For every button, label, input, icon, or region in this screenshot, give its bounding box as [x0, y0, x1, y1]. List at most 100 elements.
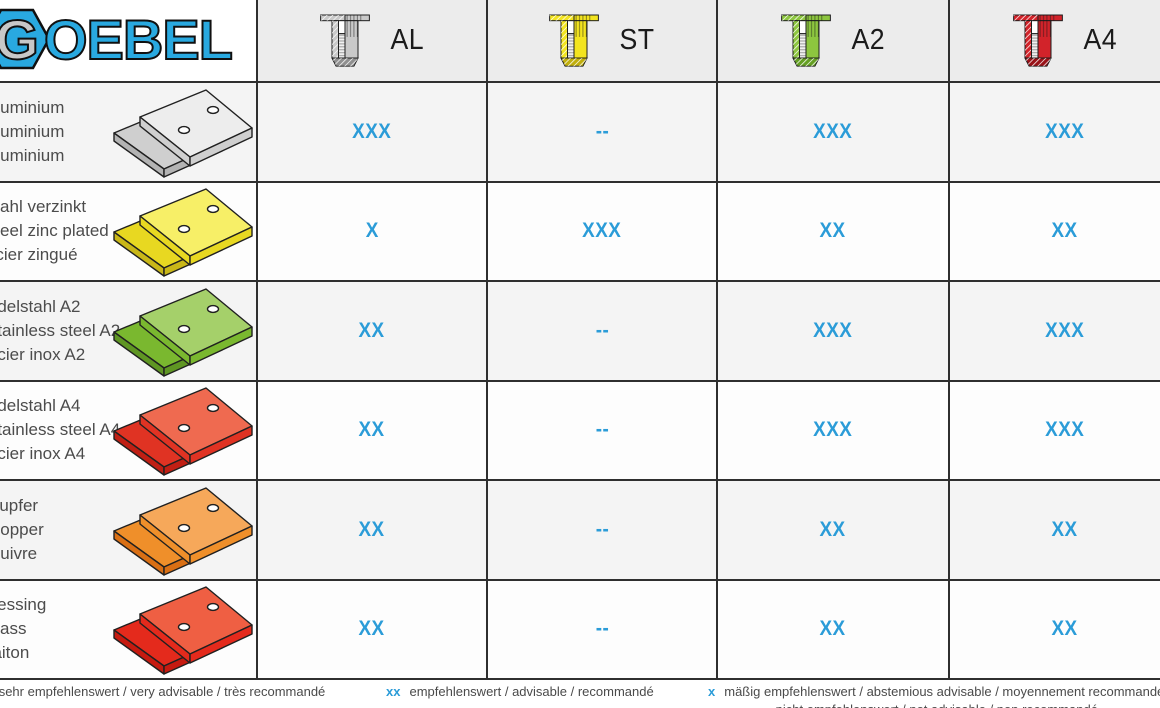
rating-value: XXX — [1045, 418, 1085, 442]
legend-item-not-advisable: -- nicht empfehlenswert / not advisable /… — [758, 702, 1098, 708]
column-label-a2: A2 — [851, 24, 885, 56]
plates-copper-icon — [112, 481, 254, 579]
rating-value: XX — [358, 617, 386, 641]
rating-cell: XX — [718, 580, 950, 680]
material-labels: Aluminium Aluminium Aluminium — [0, 96, 64, 168]
rivet-nut-a4-icon — [1012, 9, 1064, 73]
rating-value: XXX — [582, 219, 622, 243]
material-label-de: Messing — [0, 595, 47, 615]
material-label-fr: Cuivre — [0, 543, 38, 563]
rating-cell: XXX — [718, 381, 950, 481]
material-cell-steel-zinc: Stahl verzinkt Steel zinc plated Acier z… — [0, 182, 258, 282]
rating-value: -- — [595, 119, 609, 143]
material-cell-aluminium: Aluminium Aluminium Aluminium — [0, 83, 258, 183]
material-labels: Edelstahl A4 Stainless steel A4 Acier in… — [0, 394, 120, 466]
legend-footer: xxxsehr empfehlenswert / very advisable … — [0, 682, 1160, 708]
rating-cell: XXX — [718, 83, 950, 183]
rivet-nut-al-icon — [319, 9, 371, 73]
column-header-a2: A2 — [718, 0, 950, 83]
rating-value: XXX — [813, 418, 853, 442]
rating-cell: XX — [950, 580, 1160, 680]
material-label-de: Kupfer — [0, 495, 39, 515]
rating-cell: -- — [488, 282, 718, 382]
rating-value: XX — [819, 219, 847, 243]
material-label-fr: Acier inox A4 — [0, 444, 86, 464]
rating-cell: -- — [488, 481, 718, 581]
legend-marker: xx — [386, 684, 401, 699]
material-label-en: Aluminium — [0, 121, 65, 141]
rating-cell: XX — [258, 282, 488, 382]
legend-text: mäßig empfehlenswert / abstemious advisa… — [724, 684, 1160, 699]
legend-item-very-advisable: xxxsehr empfehlenswert / very advisable … — [0, 684, 325, 699]
rating-value: -- — [595, 418, 609, 442]
rating-cell: -- — [488, 580, 718, 680]
material-cell-stainless-a2: Edelstahl A2 Stainless steel A2 Acier in… — [0, 282, 258, 382]
rating-cell: XXX — [950, 83, 1160, 183]
table: G OEBEL AL ST A2 A4 Aluminium Aluminium … — [0, 0, 1160, 680]
brand-logo-cell: G OEBEL — [0, 0, 258, 83]
logo-text: OEBEL — [44, 8, 232, 71]
rating-cell: XXX — [950, 381, 1160, 481]
material-cell-stainless-a4: Edelstahl A4 Stainless steel A4 Acier in… — [0, 381, 258, 481]
rating-cell: XXX — [718, 282, 950, 382]
material-label-de: Aluminium — [0, 97, 65, 117]
plates-stainless-a4-icon — [112, 382, 254, 480]
material-label-fr: Acier inox A2 — [0, 344, 86, 364]
column-label-st: ST — [619, 24, 655, 56]
material-label-fr: Acier zingué — [0, 245, 78, 265]
goebel-logo-icon: G OEBEL — [0, 7, 234, 72]
rivet-nut-a2-icon — [780, 9, 832, 73]
rating-value: XXX — [813, 318, 853, 342]
column-label-a4: A4 — [1083, 24, 1117, 56]
column-header-al: AL — [258, 0, 488, 83]
material-label-de: Edelstahl A2 — [0, 296, 81, 316]
legend-marker: -- — [758, 702, 767, 708]
rating-cell: XXX — [488, 182, 718, 282]
rating-value: XX — [819, 617, 847, 641]
rating-cell: XX — [258, 580, 488, 680]
material-label-en: Steel zinc plated — [0, 221, 109, 241]
rating-value: -- — [595, 318, 609, 342]
material-labels: Kupfer Copper Cuivre — [0, 494, 44, 566]
svg-text:G: G — [0, 8, 39, 71]
legend-item-advisable: xx empfehlenswert / advisable / recommand… — [386, 684, 654, 699]
rating-cell: XX — [258, 381, 488, 481]
rating-value: XX — [1051, 517, 1079, 541]
rating-cell: -- — [488, 381, 718, 481]
material-labels: Stahl verzinkt Steel zinc plated Acier z… — [0, 195, 109, 267]
legend-text: sehr empfehlenswert / very advisable / t… — [0, 684, 326, 699]
rating-value: XX — [1051, 617, 1079, 641]
legend-item-moderately-advisable: x mäßig empfehlenswert / abstemious advis… — [708, 684, 1160, 699]
rating-cell: XX — [258, 481, 488, 581]
plates-brass-icon — [112, 581, 254, 679]
material-label-de: Stahl verzinkt — [0, 197, 87, 217]
material-labels: Messing Brass Laiton — [0, 593, 46, 665]
rating-cell: XX — [718, 182, 950, 282]
legend-text: nicht empfehlenswert / not advisable / n… — [776, 702, 1098, 708]
column-label-al: AL — [390, 24, 424, 56]
rating-value: XXX — [352, 119, 392, 143]
material-cell-copper: Kupfer Copper Cuivre — [0, 481, 258, 581]
material-label-en: Brass — [0, 619, 27, 639]
rating-value: XX — [819, 517, 847, 541]
rating-cell: XXX — [258, 83, 488, 183]
material-label-fr: Laiton — [0, 643, 30, 663]
rating-value: X — [365, 219, 379, 243]
material-label-en: Stainless steel A4 — [0, 420, 121, 440]
rating-value: -- — [595, 617, 609, 641]
rating-cell: XX — [718, 481, 950, 581]
rating-cell: -- — [488, 83, 718, 183]
rating-value: XXX — [1045, 318, 1085, 342]
rivet-nut-st-icon — [548, 9, 600, 73]
rating-value: XXX — [813, 119, 853, 143]
plates-aluminium-icon — [112, 83, 254, 181]
plates-steel-zinc-icon — [112, 183, 254, 281]
material-label-en: Copper — [0, 519, 44, 539]
rating-value: XX — [358, 517, 386, 541]
plates-stainless-a2-icon — [112, 282, 254, 380]
rating-cell: XX — [950, 182, 1160, 282]
column-header-st: ST — [488, 0, 718, 83]
rating-cell: X — [258, 182, 488, 282]
material-label-en: Stainless steel A2 — [0, 320, 121, 340]
